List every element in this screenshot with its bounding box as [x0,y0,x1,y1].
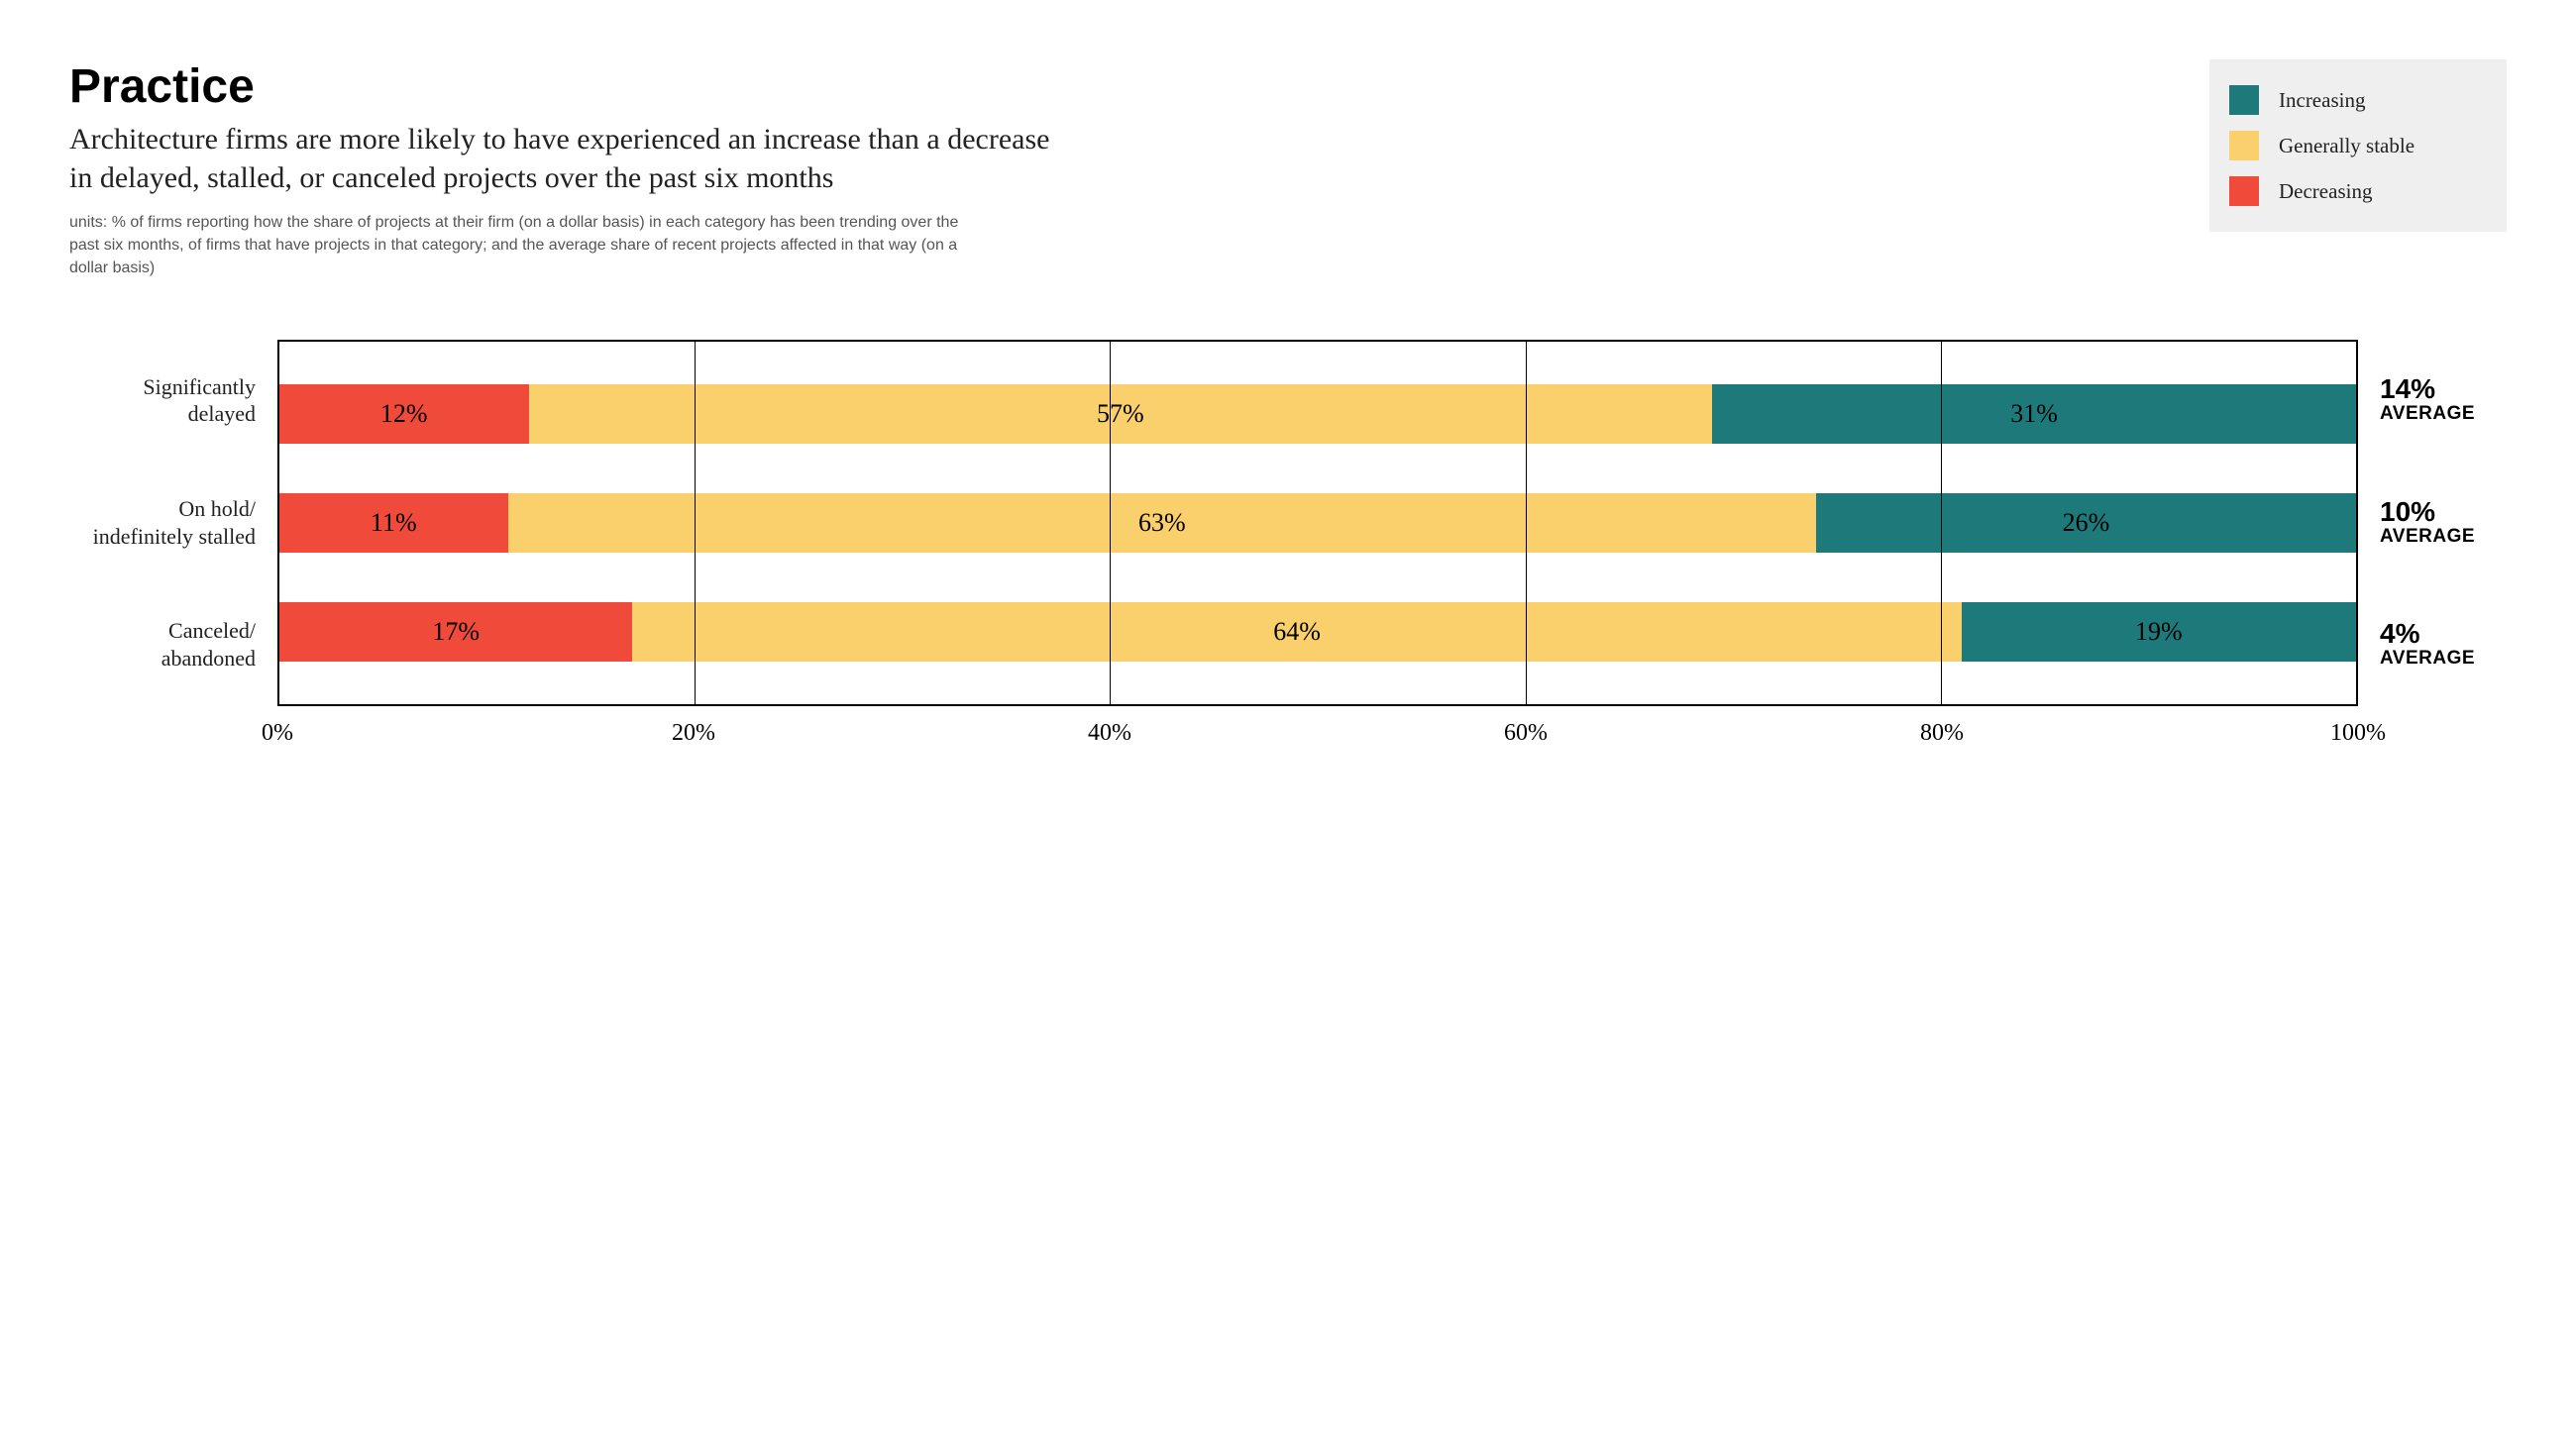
chart-units: units: % of firms reporting how the shar… [69,211,981,280]
chart-title: Practice [69,59,1060,114]
category-label-line: delayed [188,400,256,428]
bar-row: 11%63%26% [279,493,2356,553]
legend: Increasing Generally stable Decreasing [2209,59,2507,232]
category-label: Significantlydelayed [69,340,277,462]
average-percent: 10% [2380,498,2435,526]
category-label: Canceled/abandoned [69,583,277,705]
category-label-line: Significantly [143,373,256,401]
category-label-line: Canceled/ [168,617,256,645]
x-tick-label: 60% [1504,720,1548,747]
x-tick-label: 40% [1088,720,1131,747]
bar-segment-increasing: 19% [1962,602,2356,662]
average-annotation: 4%AVERAGE [2380,583,2507,705]
average-label: AVERAGE [2380,648,2475,670]
bar-row: 12%57%31% [279,384,2356,444]
average-label: AVERAGE [2380,403,2475,425]
category-label: On hold/indefinitely stalled [69,462,277,583]
bar-segment-decreasing: 17% [279,602,632,662]
bar-segment-stable: 63% [508,493,1816,553]
plot-column: 12%57%31%11%63%26%17%64%19% 0%20%40%60%8… [277,340,2358,756]
gridline [695,342,696,704]
header-text: Practice Architecture firms are more lik… [69,59,1060,280]
averages-column: 14%AVERAGE10%AVERAGE4%AVERAGE [2358,340,2507,756]
legend-swatch [2229,131,2259,160]
legend-item: Increasing [2229,77,2481,123]
average-label: AVERAGE [2380,526,2475,548]
legend-item: Generally stable [2229,123,2481,168]
x-tick-label: 100% [2330,720,2386,747]
category-label-line: abandoned [161,645,256,673]
legend-item: Decreasing [2229,168,2481,214]
bar-row: 17%64%19% [279,602,2356,662]
chart-subtitle: Architecture firms are more likely to ha… [69,120,1060,197]
average-percent: 4% [2380,620,2419,648]
header-row: Practice Architecture firms are more lik… [69,59,2507,280]
legend-swatch [2229,85,2259,115]
y-axis-labels: SignificantlydelayedOn hold/indefinitely… [69,340,277,756]
average-annotation: 14%AVERAGE [2380,340,2507,462]
x-tick-label: 20% [672,720,715,747]
bar-segment-increasing: 26% [1816,493,2356,553]
chart: SignificantlydelayedOn hold/indefinitely… [69,340,2507,756]
average-percent: 14% [2380,375,2435,403]
bar-segment-stable: 64% [632,602,1961,662]
gridline [1941,342,1942,704]
bars-area: 12%57%31% 11%63%26% 17%64%19% [279,342,2356,704]
gridline [1110,342,1111,704]
bar-segment-stable: 57% [529,384,1713,444]
average-annotation: 10%AVERAGE [2380,462,2507,583]
x-tick-label: 0% [262,720,293,747]
category-label-line: indefinitely stalled [93,523,256,551]
category-label-line: On hold/ [178,495,256,523]
legend-label: Decreasing [2279,179,2372,204]
gridline [1526,342,1527,704]
x-tick-label: 80% [1920,720,1964,747]
bar-segment-increasing: 31% [1712,384,2356,444]
bar-segment-decreasing: 12% [279,384,529,444]
legend-label: Increasing [2279,88,2365,113]
legend-label: Generally stable [2279,134,2415,158]
bar-segment-decreasing: 11% [279,493,508,553]
legend-swatch [2229,176,2259,206]
x-axis: 0%20%40%60%80%100% [277,706,2358,756]
plot-area: 12%57%31% 11%63%26% 17%64%19% [277,340,2358,706]
